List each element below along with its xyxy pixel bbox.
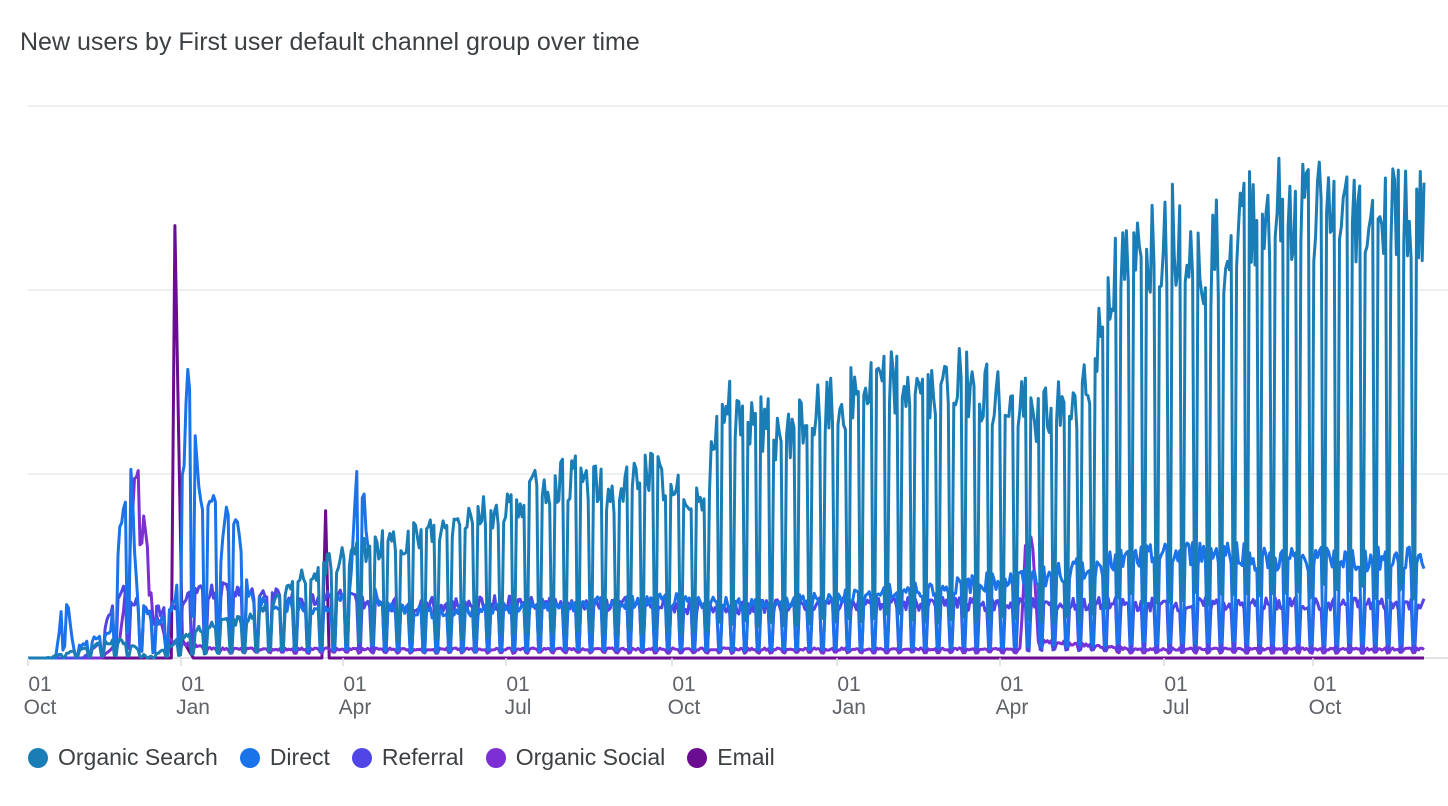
x-axis-ticks: 01Oct01Jan01Apr01Jul01Oct01Jan01Apr01Jul…: [24, 658, 1342, 719]
x-tick-label-day: 01: [837, 673, 860, 696]
series-lines: [28, 156, 1426, 660]
x-tick-label-month: Jan: [176, 696, 210, 719]
legend-swatch: [485, 747, 506, 768]
legend-swatch: [351, 747, 372, 768]
series-line-direct: [28, 367, 1426, 660]
legend-item[interactable]: Organic Social: [485, 744, 666, 771]
x-tick-label-month: Apr: [996, 696, 1029, 719]
x-tick-label-day: 01: [181, 673, 204, 696]
x-tick-label-month: Jul: [1163, 696, 1190, 719]
series-line-organic-search: [28, 156, 1426, 660]
legend-label: Organic Search: [58, 744, 218, 770]
x-tick-label-day: 01: [1313, 673, 1336, 696]
legend-item[interactable]: Organic Search: [28, 744, 218, 771]
x-tick-label-day: 01: [343, 673, 366, 696]
legend-item[interactable]: Email: [687, 744, 775, 771]
x-tick-label-month: Jul: [505, 696, 532, 719]
legend-swatch: [239, 747, 260, 768]
series-line-email: [28, 224, 1424, 660]
legend-label: Referral: [381, 744, 464, 770]
legend-label: Organic Social: [515, 744, 666, 770]
x-tick-label-month: Oct: [1309, 696, 1342, 719]
x-tick-label-day: 01: [28, 673, 51, 696]
legend-swatch: [687, 747, 708, 768]
x-tick-label-month: Apr: [339, 696, 372, 719]
legend: Organic Search Direct Referral Organic Soci…: [28, 744, 797, 771]
legend-swatch: [28, 747, 48, 768]
x-tick-label-day: 01: [672, 673, 695, 696]
x-tick-label-day: 01: [1164, 673, 1187, 696]
legend-item[interactable]: Direct: [239, 744, 330, 771]
x-tick-label-day: 01: [1000, 673, 1023, 696]
legend-label: Email: [717, 744, 775, 770]
x-tick-label-month: Oct: [668, 696, 701, 719]
legend-item[interactable]: Referral: [351, 744, 464, 771]
series-line-referral: [28, 581, 1426, 660]
series-line-organic-social: [28, 469, 1425, 660]
chart-title: New users by First user default channel …: [20, 28, 640, 56]
legend-label: Direct: [269, 744, 330, 770]
x-tick-label-day: 01: [506, 673, 529, 696]
x-tick-label-month: Jan: [832, 696, 866, 719]
x-tick-label-month: Oct: [24, 696, 57, 719]
